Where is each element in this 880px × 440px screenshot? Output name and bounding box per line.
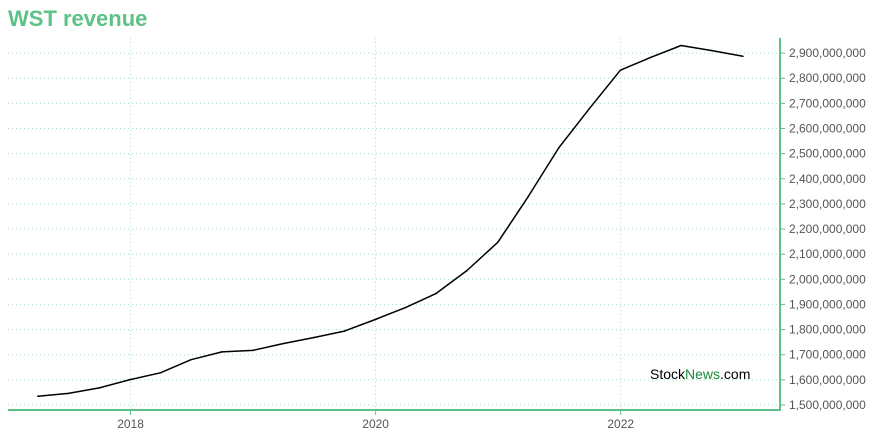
revenue-data-point — [159, 372, 162, 374]
y-tick-label: 2,700,000,000 — [789, 96, 866, 110]
x-tick-label: 2018 — [117, 417, 144, 431]
revenue-data-point — [405, 306, 407, 309]
stocknews-watermark: StockNews.com — [650, 366, 750, 382]
watermark-prefix: Stock — [650, 366, 686, 382]
revenue-data-point — [221, 351, 223, 353]
revenue-data-point — [619, 69, 622, 71]
revenue-series-line — [37, 44, 744, 397]
x-tick-label: 2020 — [362, 417, 389, 431]
revenue-data-point — [649, 56, 652, 59]
revenue-data-point — [466, 269, 468, 272]
revenue-data-point — [435, 292, 438, 295]
y-tick-label: 1,500,000,000 — [789, 398, 866, 412]
revenue-data-point — [98, 387, 101, 389]
revenue-data-point — [557, 147, 560, 149]
y-tick-label: 2,600,000,000 — [789, 121, 866, 135]
x-tick-label: 2022 — [607, 417, 634, 431]
y-tick-label: 1,900,000,000 — [789, 297, 866, 311]
revenue-data-point — [497, 241, 499, 244]
y-tick-label: 1,800,000,000 — [789, 323, 866, 337]
watermark-suffix: .com — [720, 366, 751, 382]
revenue-data-point — [251, 349, 254, 352]
revenue-data-point — [312, 336, 315, 339]
revenue-data-point — [343, 330, 346, 332]
y-tick-label: 2,500,000,000 — [789, 147, 866, 161]
revenue-data-point — [374, 318, 377, 321]
revenue-data-point — [67, 392, 70, 395]
y-tick-label: 2,300,000,000 — [789, 197, 866, 211]
y-tick-label: 2,100,000,000 — [789, 247, 866, 261]
y-tick-label: 1,700,000,000 — [789, 348, 866, 362]
revenue-data-point — [527, 196, 529, 198]
y-tick-label: 2,900,000,000 — [789, 46, 866, 60]
revenue-data-point — [190, 358, 192, 361]
y-tick-label: 2,000,000,000 — [789, 272, 866, 286]
revenue-data-point — [680, 44, 682, 47]
watermark-accent: News — [685, 366, 721, 382]
chart-title: WST revenue — [8, 6, 148, 31]
revenue-data-point — [129, 378, 131, 381]
revenue-data-point — [37, 395, 39, 398]
revenue-data-point — [711, 49, 713, 52]
revenue-data-point — [588, 107, 591, 110]
y-tick-label: 2,800,000,000 — [789, 71, 866, 85]
revenue-data-point — [742, 55, 744, 58]
revenue-data-point — [282, 342, 284, 345]
y-tick-label: 2,200,000,000 — [789, 222, 866, 236]
y-tick-label: 1,600,000,000 — [789, 373, 866, 387]
y-tick-label: 2,400,000,000 — [789, 172, 866, 186]
